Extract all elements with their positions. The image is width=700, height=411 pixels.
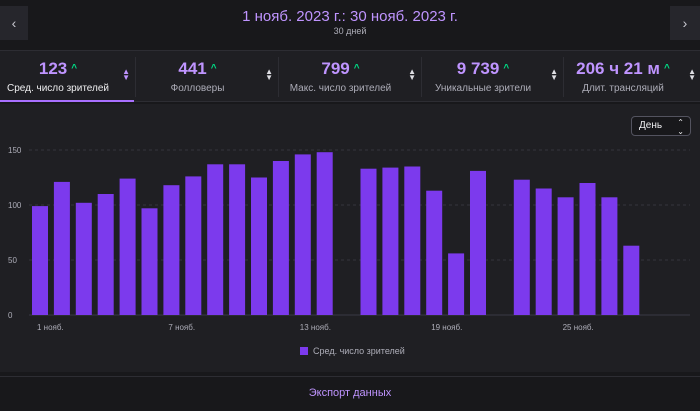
day-count: 30 дней: [333, 26, 367, 36]
x-tick-label: 7 нояб.: [168, 323, 195, 332]
bar-day-28[interactable]: [623, 245, 640, 315]
bar-day-12[interactable]: [272, 161, 289, 315]
bar-day-21[interactable]: [470, 170, 486, 315]
divider: [421, 57, 422, 97]
trend-up-icon: ^: [503, 63, 510, 74]
export-data-button[interactable]: Экспорт данных: [0, 376, 700, 411]
stat-avg-viewers[interactable]: 123 ^ Сред. число зрителей ▲ ▼: [0, 51, 134, 102]
date-range-text: 1 нояб. 2023 г.: 30 нояб. 2023 г.: [242, 8, 458, 25]
stat-value: 441: [178, 59, 207, 78]
y-tick-label: 150: [8, 146, 22, 155]
stat-value: 123: [38, 59, 68, 78]
trend-up-icon: ^: [664, 63, 670, 74]
stat-followers[interactable]: 441 ^ Фолловеры ▲ ▼: [136, 51, 277, 101]
divider: [563, 57, 564, 97]
divider: [135, 57, 136, 97]
stat-label: Длит. трансляций: [582, 83, 664, 94]
stat-max-viewers[interactable]: 799 ^ Макс. число зрителей ▲ ▼: [279, 51, 420, 101]
bar-day-16[interactable]: [360, 168, 377, 315]
bar-day-2[interactable]: [53, 181, 70, 315]
bar-day-14[interactable]: [316, 152, 333, 315]
export-label: Экспорт данных: [308, 387, 392, 399]
y-tick-label: 50: [8, 256, 17, 265]
chevron-up-down-icon: ⌃ ⌄: [677, 118, 684, 136]
bar-day-5[interactable]: [119, 178, 136, 315]
trend-up-icon: ^: [210, 63, 217, 74]
trend-up-icon: ^: [71, 63, 78, 74]
sort-icon[interactable]: ▲ ▼: [550, 67, 558, 82]
bar-day-20[interactable]: [448, 253, 465, 315]
active-tab-indicator: [0, 100, 134, 102]
x-tick-label: 25 нояб.: [563, 323, 594, 332]
granularity-value: День: [639, 120, 663, 131]
bar-day-7[interactable]: [163, 185, 180, 315]
stat-label: Фолловеры: [170, 83, 225, 94]
divider: [278, 57, 279, 97]
bar-day-11[interactable]: [251, 177, 267, 316]
stats-bar: 123 ^ Сред. число зрителей ▲ ▼ 441 ^ Фоллов…: [0, 50, 700, 102]
bar-day-6[interactable]: [141, 208, 158, 315]
next-period-button[interactable]: ›: [670, 6, 700, 40]
bar-day-17[interactable]: [382, 167, 399, 315]
stat-label: Сред. число зрителей: [6, 83, 109, 94]
bar-day-18[interactable]: [404, 166, 421, 316]
sort-icon[interactable]: ▲ ▼: [265, 67, 273, 82]
bar-day-1[interactable]: [32, 206, 48, 315]
granularity-select[interactable]: День ⌃ ⌄: [631, 116, 691, 136]
sort-icon[interactable]: ▲ ▼: [688, 67, 696, 82]
stat-value: 799: [321, 59, 350, 78]
legend-swatch: [300, 347, 308, 355]
bar-day-13[interactable]: [294, 154, 311, 315]
y-tick-label: 0: [8, 311, 13, 320]
stat-unique-viewers[interactable]: 9 739 ^ Уникальные зрители ▲ ▼: [422, 51, 562, 101]
stat-label: Макс. число зрителей: [289, 83, 392, 94]
x-tick-label: 13 нояб.: [300, 323, 331, 332]
stat-label: Уникальные зрители: [434, 83, 532, 94]
date-range-header: ‹ 1 нояб. 2023 г.: 30 нояб. 2023 г. 30 д…: [0, 0, 700, 40]
x-tick-label: 1 нояб.: [37, 323, 64, 332]
bar-day-25[interactable]: [557, 197, 574, 315]
bar-day-19[interactable]: [426, 190, 443, 315]
stat-stream-duration[interactable]: 206 ч 21 м ^ Длит. трансляций ▲ ▼: [564, 51, 700, 101]
bar-day-10[interactable]: [229, 164, 246, 315]
avg-viewers-bar-chart: 0 50 100 150 1 нояб. 7 нояб. 13 нояб. 19 нояб. 2…: [8, 146, 690, 332]
y-tick-label: 100: [8, 201, 22, 210]
stat-value: 206 ч 21 м: [576, 59, 661, 78]
trend-up-icon: ^: [353, 63, 360, 74]
bar-day-3[interactable]: [75, 202, 92, 315]
chart-legend: Сред. число зрителей: [300, 346, 405, 356]
bar-day-23[interactable]: [513, 179, 530, 315]
x-tick-label: 19 нояб.: [431, 323, 462, 332]
previous-period-button[interactable]: ‹: [0, 6, 28, 40]
bar-day-24[interactable]: [535, 188, 552, 316]
bar-day-27[interactable]: [601, 197, 618, 315]
chevron-right-icon: ›: [682, 15, 688, 31]
bar-day-26[interactable]: [579, 183, 596, 315]
stat-value: 9 739: [456, 59, 500, 78]
chevron-left-icon: ‹: [11, 15, 17, 31]
legend-label: Сред. число зрителей: [313, 346, 405, 356]
bar-day-4[interactable]: [97, 194, 114, 315]
sort-icon[interactable]: ▲ ▼: [122, 67, 130, 82]
bar-day-9[interactable]: [207, 164, 224, 315]
bar-day-8[interactable]: [185, 176, 202, 315]
sort-icon[interactable]: ▲ ▼: [408, 67, 416, 82]
